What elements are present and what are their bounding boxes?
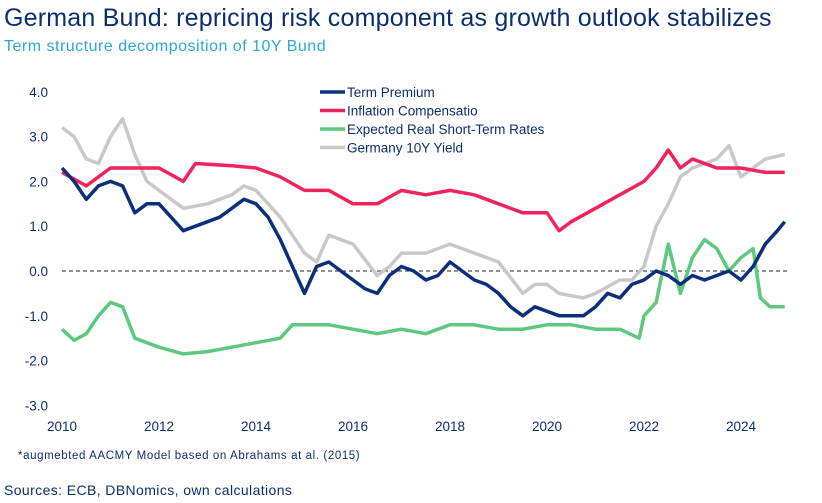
legend-label: Inflation Compensatio — [347, 104, 478, 119]
series-line-3 — [60, 116, 786, 300]
x-tick-label: 2024 — [726, 419, 757, 434]
y-tick-label: 0.0 — [29, 264, 48, 279]
x-tick-label: 2016 — [338, 419, 368, 434]
x-tick-label: 2012 — [144, 419, 174, 434]
y-tick-label: 1.0 — [29, 219, 48, 234]
legend-label: Germany 10Y Yield — [347, 141, 463, 156]
y-tick-label: -1.0 — [25, 309, 48, 324]
x-tick-label: 2018 — [435, 419, 465, 434]
series-line-2 — [60, 237, 785, 356]
y-tick-label: -2.0 — [25, 354, 48, 369]
y-axis: 4.0 3.0 2.0 1.0 0.0 -1.0 -2.0 -3.0 — [25, 85, 48, 414]
chart-subtitle: Term structure decomposition of 10Y Bund — [4, 38, 327, 55]
legend-label: Term Premium — [347, 85, 435, 100]
legend: Term Premium Inflation Compensatio Expecte… — [320, 85, 545, 156]
series-line-1 — [61, 148, 785, 233]
y-tick-label: 4.0 — [29, 85, 48, 100]
y-tick-label: 3.0 — [29, 130, 48, 145]
y-tick-label: 2.0 — [29, 174, 48, 189]
x-axis: 2010 2012 2014 2016 2018 2020 2022 2024 — [47, 419, 757, 434]
chart-title: German Bund: repricing risk component as… — [4, 4, 772, 32]
x-tick-label: 2014 — [241, 419, 272, 434]
x-tick-label: 2022 — [629, 419, 659, 434]
y-tick-label: -3.0 — [25, 398, 48, 413]
x-tick-label: 2020 — [532, 419, 562, 434]
footnote: *augmebted AACMY Model based on Abrahams… — [18, 450, 361, 462]
series-lines — [60, 116, 787, 356]
x-tick-label: 2010 — [47, 419, 77, 434]
series-line-0 — [60, 166, 787, 318]
legend-label: Expected Real Short-Term Rates — [347, 122, 545, 137]
sources: Sources: ECB, DBNomics, own calculations — [4, 482, 293, 498]
